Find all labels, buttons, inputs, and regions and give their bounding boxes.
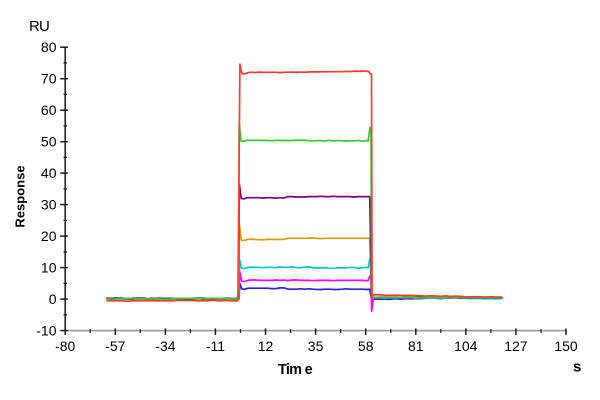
svg-text:80: 80 (41, 39, 57, 55)
svg-text:-80: -80 (55, 338, 75, 354)
svg-text:40: 40 (41, 165, 57, 181)
svg-text:35: 35 (308, 338, 324, 354)
svg-text:-57: -57 (105, 338, 125, 354)
svg-text:50: 50 (41, 134, 57, 150)
svg-text:-34: -34 (155, 338, 175, 354)
svg-text:10: 10 (41, 260, 57, 276)
svg-text:-11: -11 (206, 338, 225, 354)
svg-text:150: 150 (554, 338, 578, 354)
svg-text:70: 70 (41, 71, 57, 87)
svg-text:104: 104 (454, 338, 478, 354)
svg-text:0: 0 (49, 291, 57, 307)
svg-text:-10: -10 (36, 323, 56, 339)
svg-text:12: 12 (258, 338, 274, 354)
svg-text:s: s (573, 359, 581, 376)
svg-text:Tim e: Tim e (278, 362, 313, 378)
svg-text:30: 30 (41, 197, 57, 213)
svg-text:RU: RU (29, 18, 49, 35)
svg-text:20: 20 (41, 228, 57, 244)
svg-text:60: 60 (41, 102, 57, 118)
svg-text:127: 127 (504, 338, 528, 354)
svg-text:81: 81 (408, 338, 424, 354)
svg-text:Response: Response (13, 165, 28, 227)
svg-text:58: 58 (358, 338, 374, 354)
